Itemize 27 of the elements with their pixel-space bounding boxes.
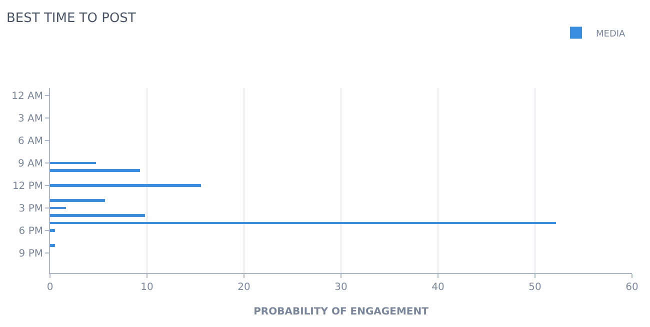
x-tick-label: 10 <box>140 282 154 293</box>
bar <box>50 214 145 217</box>
y-tick-label: 6 PM <box>18 226 43 237</box>
y-tick-label: 6 AM <box>18 136 43 147</box>
bar <box>50 222 556 224</box>
bar <box>50 199 105 202</box>
x-tick-label: 40 <box>432 282 444 293</box>
y-tick-label: 3 PM <box>18 203 43 214</box>
y-tick-label: 3 AM <box>18 113 43 124</box>
x-tick-label: 20 <box>238 282 250 293</box>
x-tick-label: 0 <box>46 282 54 293</box>
x-axis-title: PROBABILITY OF ENGAGEMENT <box>254 306 429 318</box>
x-tick-label: 30 <box>334 282 348 293</box>
bar <box>50 207 66 209</box>
y-tick-label: 9 AM <box>18 158 43 170</box>
y-tick-label: 12 AM <box>12 90 43 102</box>
x-tick-label: 50 <box>528 282 542 293</box>
x-tick-label: 60 <box>626 282 638 293</box>
bar <box>50 169 140 172</box>
bar <box>50 162 96 164</box>
bar <box>50 229 55 232</box>
bar <box>50 244 55 247</box>
y-tick-label: 12 PM <box>12 180 43 192</box>
legend-label: MEDIA <box>596 29 626 40</box>
bar <box>50 184 201 187</box>
chart-title: BEST TIME TO POST <box>6 11 136 26</box>
y-tick-label: 9 PM <box>18 248 43 260</box>
